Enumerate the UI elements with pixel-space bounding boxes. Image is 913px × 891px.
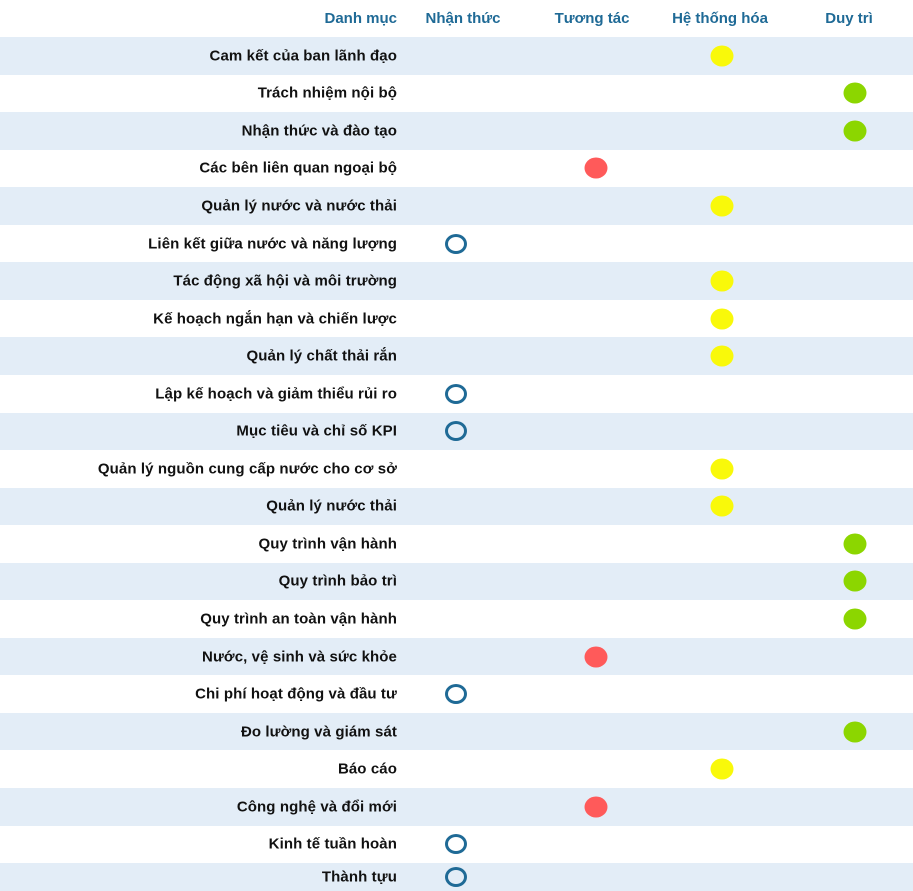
row-label: Tác động xã hội và môi trường: [173, 272, 397, 290]
table-row: Chi phí hoạt động và đầu tư: [0, 675, 913, 713]
table-row: Tác động xã hội và môi trường: [0, 262, 913, 300]
stage-marker-awareness-icon: [445, 233, 467, 254]
stage-marker-engagement-icon: [584, 157, 608, 179]
row-label: Cam kết của ban lãnh đạo: [209, 47, 397, 65]
table-row: Kinh tế tuần hoàn: [0, 826, 913, 864]
header-stage-sustain: Duy trì: [825, 10, 873, 27]
stage-marker-systematization-icon: [710, 195, 734, 217]
stage-marker-awareness-icon: [445, 867, 467, 888]
table-row: Đo lường và giám sát: [0, 712, 913, 751]
stage-marker-systematization-icon: [710, 758, 734, 780]
table-row: Liên kết giữa nước và năng lượng: [0, 225, 913, 263]
table-row: Quản lý nguồn cung cấp nước cho cơ sở: [0, 450, 913, 488]
row-label: Liên kết giữa nước và năng lượng: [148, 235, 397, 252]
row-label: Quản lý nguồn cung cấp nước cho cơ sở: [97, 460, 397, 478]
row-label: Quy trình vận hành: [258, 535, 397, 553]
stage-marker-sustain-icon: [843, 608, 867, 630]
table-row: Lập kế hoạch và giảm thiểu rủi ro: [0, 375, 913, 413]
header-stage-systematization: Hệ thống hóa: [672, 10, 768, 27]
row-label: Quản lý nước và nước thải: [201, 197, 397, 215]
row-label: Các bên liên quan ngoại bộ: [199, 159, 397, 177]
table-row: Quản lý nước thải: [0, 487, 913, 526]
table-row: Báo cáo: [0, 750, 913, 788]
stage-marker-engagement-icon: [584, 646, 608, 668]
stage-marker-systematization-icon: [710, 308, 734, 330]
stage-marker-sustain-icon: [843, 721, 867, 743]
stage-marker-awareness-icon: [445, 684, 467, 705]
row-label: Đo lường và giám sát: [240, 723, 397, 741]
stage-marker-systematization-icon: [710, 45, 734, 67]
stage-marker-systematization-icon: [710, 458, 734, 480]
table-row: Nhận thức và đào tạo: [0, 112, 913, 150]
stage-marker-awareness-icon: [445, 383, 467, 404]
stage-marker-engagement-icon: [584, 796, 608, 818]
row-label: Quy trình an toàn vận hành: [200, 610, 397, 628]
table-row: Quản lý chất thải rắn: [0, 337, 913, 375]
table-row: Cam kết của ban lãnh đạo: [0, 37, 913, 75]
table-row: Thành tựu: [0, 863, 913, 891]
stage-marker-sustain-icon: [843, 570, 867, 592]
row-label: Trách nhiệm nội bộ: [257, 84, 397, 102]
row-label: Kinh tế tuần hoàn: [268, 835, 397, 853]
row-label: Nước, vệ sinh và sức khỏe: [202, 648, 397, 666]
row-label: Quy trình bảo trì: [278, 572, 397, 590]
header-category: Danh mục: [324, 10, 397, 27]
row-label: Lập kế hoạch và giảm thiểu rủi ro: [155, 385, 397, 403]
table-row: Kế hoạch ngắn hạn và chiến lược: [0, 300, 913, 338]
row-label: Kế hoạch ngắn hạn và chiến lược: [153, 310, 397, 328]
stage-marker-sustain-icon: [843, 533, 867, 555]
stage-marker-systematization-icon: [710, 495, 734, 517]
table-row: Quy trình vận hành: [0, 525, 913, 563]
stage-marker-sustain-icon: [843, 120, 867, 142]
table-row: Trách nhiệm nội bộ: [0, 75, 913, 113]
table-row: Các bên liên quan ngoại bộ: [0, 150, 913, 188]
row-label: Mục tiêu và chỉ số KPI: [236, 422, 397, 440]
row-label: Chi phí hoạt động và đầu tư: [195, 685, 397, 703]
stage-marker-systematization-icon: [710, 345, 734, 367]
table-row: Mục tiêu và chỉ số KPI: [0, 412, 913, 450]
row-label: Quản lý nước thải: [266, 497, 397, 515]
table-row: Quy trình bảo trì: [0, 562, 913, 601]
row-label: Báo cáo: [337, 760, 397, 778]
header-stage-engagement: Tương tác: [554, 10, 630, 27]
stage-marker-awareness-icon: [445, 421, 467, 442]
row-label: Nhận thức và đào tạo: [241, 122, 397, 140]
stage-marker-systematization-icon: [710, 270, 734, 292]
stage-marker-sustain-icon: [843, 82, 867, 104]
header-stage-awareness: Nhận thức: [425, 10, 501, 27]
table-row: Quy trình an toàn vận hành: [0, 600, 913, 638]
row-label: Quản lý chất thải rắn: [246, 347, 397, 365]
table-row: Quản lý nước và nước thải: [0, 187, 913, 225]
stage-marker-awareness-icon: [445, 834, 467, 855]
table-header: Danh mục Nhận thức Tương tác Hệ thống hó…: [0, 0, 913, 37]
table-row: Công nghệ và đổi mới: [0, 788, 913, 826]
table-row: Nước, vệ sinh và sức khỏe: [0, 637, 913, 676]
row-label: Công nghệ và đổi mới: [236, 798, 397, 816]
row-label: Thành tựu: [321, 868, 397, 886]
